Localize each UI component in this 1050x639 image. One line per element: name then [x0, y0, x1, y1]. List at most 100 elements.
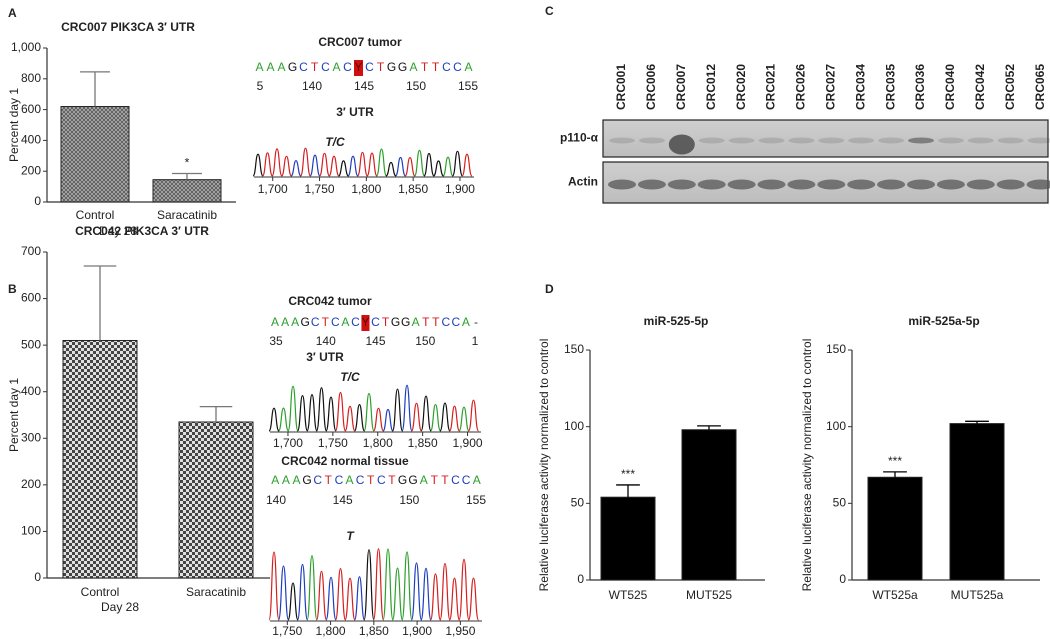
- bar: [600, 496, 656, 581]
- variant-annotation: T/C: [325, 135, 345, 149]
- trace: [268, 548, 480, 621]
- sequence-tick-label: 145: [354, 79, 374, 93]
- sequence-tick-label: 140: [266, 493, 286, 507]
- band: [698, 137, 725, 144]
- error-bar: [199, 405, 233, 422]
- x-tick-label: Control: [81, 585, 120, 599]
- panel-letter: D: [545, 282, 554, 296]
- error-bar: [83, 265, 117, 341]
- lane-label: CRC027: [823, 64, 837, 110]
- band: [997, 137, 1024, 144]
- y-tick-label: 100: [564, 419, 584, 433]
- y-tick-label: 50: [571, 496, 585, 510]
- lane-label: CRC020: [734, 64, 748, 110]
- y-tick-label: 50: [833, 496, 847, 510]
- significance-mark: ***: [888, 454, 902, 468]
- lane-label: CRC006: [644, 64, 658, 110]
- x-tick-label: 1,900: [402, 624, 432, 638]
- band: [1027, 137, 1050, 144]
- band: [667, 179, 696, 190]
- lane-label: CRC042: [973, 64, 987, 110]
- chromatogram-title: CRC042 normal tissue: [281, 454, 409, 468]
- x-axis-label: Day 28: [99, 224, 137, 238]
- y-axis-label: Relative luciferase activity normalized …: [800, 339, 814, 592]
- trace: [375, 148, 454, 177]
- x-tick-label: WT525: [609, 588, 648, 602]
- band: [937, 137, 964, 144]
- band: [847, 179, 876, 190]
- band: [848, 137, 875, 144]
- y-tick-label: 150: [564, 342, 584, 356]
- x-tick-label: 1,750: [305, 182, 335, 196]
- x-tick-label: Saracatinib: [186, 585, 246, 599]
- band: [817, 179, 846, 190]
- lane-label: CRC001: [614, 64, 628, 110]
- error-bar: [883, 471, 907, 478]
- y-axis-label: Relative luciferase activity normalized …: [537, 339, 551, 592]
- panel-letter: C: [545, 4, 554, 18]
- trace: [382, 384, 413, 432]
- x-tick-label: 1,850: [398, 182, 428, 196]
- lane-label: CRC036: [913, 64, 927, 110]
- x-tick-label: 1,800: [351, 182, 381, 196]
- band: [996, 179, 1025, 190]
- y-tick-label: 150: [826, 342, 846, 356]
- variant-annotation: T/C: [340, 370, 360, 384]
- x-tick-label: 1,950: [445, 624, 475, 638]
- trace: [252, 150, 464, 177]
- error-bar: [965, 420, 989, 424]
- x-tick-label: MUT525: [686, 588, 732, 602]
- band: [758, 137, 785, 144]
- sequence-tick-label: 5: [257, 79, 264, 93]
- y-tick-label: 300: [21, 430, 41, 444]
- significance-mark: *: [185, 156, 190, 170]
- y-axis-label: Percent day 1: [7, 378, 21, 452]
- band: [877, 179, 906, 190]
- lane-label: CRC065: [1033, 64, 1047, 110]
- x-tick-label: 1,700: [273, 436, 303, 450]
- lane-label: CRC034: [853, 64, 867, 110]
- band: [1026, 179, 1050, 190]
- lane-label: CRC021: [764, 64, 778, 110]
- x-tick-label: 1,850: [408, 436, 438, 450]
- significance-mark: ***: [621, 467, 635, 481]
- chart-title: miR-525-5p: [644, 314, 709, 328]
- y-tick-label: 400: [21, 384, 41, 398]
- bar: [60, 106, 130, 203]
- band: [967, 137, 994, 144]
- sequence-tick-label: 140: [316, 334, 336, 348]
- lane-label: CRC012: [704, 64, 718, 110]
- sequence-tick-label: 150: [406, 79, 426, 93]
- x-tick-label: MUT525a: [951, 588, 1004, 602]
- band: [818, 137, 845, 144]
- trace: [268, 387, 451, 432]
- chart-title: miR-525a-5p: [908, 314, 979, 328]
- y-tick-label: 600: [21, 291, 41, 305]
- trace: [277, 385, 470, 432]
- x-tick-label: 1,750: [318, 436, 348, 450]
- trace: [277, 562, 432, 621]
- band: [878, 137, 905, 144]
- variant-highlight: [361, 315, 370, 331]
- y-tick-label: 0: [34, 570, 41, 584]
- band: [637, 179, 666, 190]
- y-tick-label: 1,000: [11, 40, 41, 54]
- y-tick-label: 100: [826, 419, 846, 433]
- trace: [287, 549, 375, 621]
- sequence-tick-label: 150: [399, 493, 419, 507]
- band: [908, 137, 934, 144]
- y-tick-label: 500: [21, 337, 41, 351]
- bar: [681, 429, 737, 581]
- band: [787, 179, 816, 190]
- y-tick-label: 800: [21, 71, 41, 85]
- error-bar: [697, 425, 721, 430]
- sequence-tick-label: 155: [458, 79, 478, 93]
- band: [936, 179, 965, 190]
- band: [608, 179, 636, 190]
- band: [697, 179, 726, 190]
- error-bar: [616, 484, 640, 498]
- x-tick-label: 1,900: [453, 436, 483, 450]
- panel-letter: B: [8, 282, 17, 296]
